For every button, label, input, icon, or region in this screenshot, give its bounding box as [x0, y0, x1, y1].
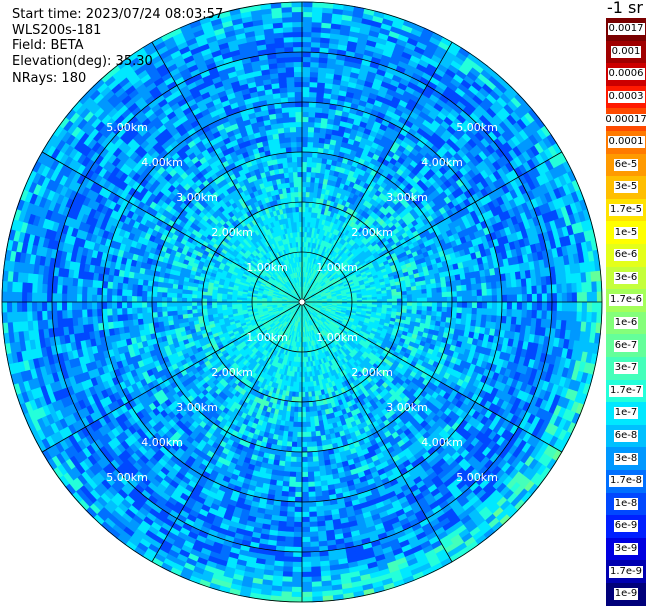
colorbar-label: 0.0003 [607, 91, 645, 104]
colorbar-label: 1e-6 [613, 317, 639, 330]
colorbar-label: 1e-9 [613, 588, 639, 601]
colorbar-swatch: 1.7e-5 [606, 198, 646, 222]
azimuth-spoke [301, 301, 453, 562]
ring-label: 4.00km [421, 156, 463, 169]
start-time: Start time: 2023/07/24 08:03:57 [12, 7, 224, 22]
colorbar-swatch: 1.7e-8 [606, 470, 646, 493]
colorbar-swatch: 3e-7 [606, 357, 646, 380]
colorbar-label: 0.0001 [607, 136, 645, 149]
ring-label: 3.00km [176, 401, 218, 414]
colorbar-swatch: 1e-9 [606, 583, 646, 606]
colorbar-label: 0.00017 [604, 113, 647, 126]
colorbar-label: 1.7e-8 [608, 475, 644, 488]
ring-label: 3.00km [386, 191, 428, 204]
ring-label: 1.00km [246, 331, 288, 344]
colorbar-swatch: 3e-5 [606, 176, 646, 199]
colorbar-label: 1.7e-5 [608, 204, 644, 217]
field-name: Field: BETA [12, 38, 84, 53]
ring-label: 5.00km [106, 471, 148, 484]
azimuth-spoke [301, 301, 562, 453]
elevation: Elevation(deg): 35.30 [12, 54, 153, 69]
azimuth-spoke [151, 301, 303, 562]
ring-label: 4.00km [141, 156, 183, 169]
colorbar-label: 0.0006 [607, 68, 645, 81]
azimuth-spoke [151, 41, 303, 303]
colorbar-label: 6e-9 [613, 520, 639, 533]
colorbar-swatch: 6e-8 [606, 424, 646, 448]
ring-label: 3.00km [176, 191, 218, 204]
colorbar-label: 1.7e-9 [608, 565, 644, 578]
center-marker [298, 298, 306, 306]
colorbar-swatch: 3e-6 [606, 266, 646, 290]
colorbar-label: 6e-8 [613, 430, 639, 443]
ring-labels: 1.00km 2.00km 3.00km 4.00km 5.00km 1.00km 2.00… [106, 121, 498, 484]
colorbar-swatch: 1e-6 [606, 311, 646, 335]
colorbar-swatch: 1e-8 [606, 492, 646, 516]
ring-label: 2.00km [211, 226, 253, 239]
ring-label: 1.00km [316, 331, 358, 344]
ring-label: 2.00km [351, 226, 393, 239]
colorbar-label: 6e-6 [613, 249, 639, 262]
colorbar-swatch: 0.0006 [606, 63, 646, 86]
colorbar-swatch: 1e-5 [606, 221, 646, 244]
colorbar-swatch: 3e-9 [606, 537, 646, 561]
nrays: NRays: 180 [12, 71, 87, 86]
azimuth-spoke [41, 151, 303, 303]
colorbar-swatch: 1.7e-9 [606, 560, 646, 583]
colorbar-swatch: 6e-9 [606, 515, 646, 538]
azimuth-spoke [301, 41, 453, 303]
ring-label: 3.00km [386, 401, 428, 414]
colorbar-label: 1.7e-6 [608, 294, 644, 307]
ring-label: 2.00km [211, 366, 253, 379]
ring-label: 5.00km [456, 471, 498, 484]
ring-label: 5.00km [456, 121, 498, 134]
colorbar-label: 1e-8 [613, 497, 639, 510]
ring-label: 4.00km [141, 436, 183, 449]
azimuth-spoke [41, 301, 303, 453]
ring-label: 1.00km [246, 261, 288, 274]
colorbar-label: 1e-7 [613, 407, 639, 420]
colorbar-label: 3e-8 [613, 452, 639, 465]
colorbar-swatch: 1e-7 [606, 402, 646, 425]
range-grid [1, 1, 603, 603]
colorbar-swatch: 0.0017 [606, 18, 646, 41]
ppi-plot: 1.00km 2.00km 3.00km 4.00km 5.00km 1.00km 2.00… [1, 1, 603, 603]
ring-label: 1.00km [316, 261, 358, 274]
colorbar-swatch: 6e-6 [606, 244, 646, 267]
colorbar-label: 0.001 [610, 45, 642, 58]
colorbar-swatch: 1.7e-7 [606, 379, 646, 403]
colorbar-swatch: 0.00017 [604, 108, 647, 131]
colorbar-label: 3e-7 [613, 362, 639, 375]
colorbar-swatch: 0.0003 [606, 85, 646, 109]
colorbar-label: 3e-9 [613, 543, 639, 556]
colorbar-label: 6e-5 [613, 158, 639, 171]
colorbar-label: 1.7e-7 [608, 384, 644, 397]
colorbar-label: 1e-5 [613, 226, 639, 239]
instrument-name: WLS200s-181 [12, 23, 102, 38]
colorbar-swatch: 0.0001 [606, 131, 646, 154]
colorbar-label: 0.0017 [607, 23, 645, 36]
backscatter-field [1, 1, 603, 603]
colorbar-unit: -1 sr [607, 0, 643, 17]
ring-label: 2.00km [351, 366, 393, 379]
colorbar-label: 3e-5 [613, 181, 639, 194]
ring-label: 5.00km [106, 121, 148, 134]
azimuth-spoke [301, 151, 562, 303]
colorbar-label: 3e-6 [613, 271, 639, 284]
colorbar-swatch: 0.001 [606, 40, 646, 64]
ring-label: 4.00km [421, 436, 463, 449]
colorbar-label: 6e-7 [613, 339, 639, 352]
colorbar-swatch: 6e-5 [606, 153, 646, 177]
colorbar-swatch: 6e-7 [606, 334, 646, 357]
colorbar-swatch: 3e-8 [606, 447, 646, 470]
colorbar-swatch: 1.7e-6 [606, 289, 646, 312]
